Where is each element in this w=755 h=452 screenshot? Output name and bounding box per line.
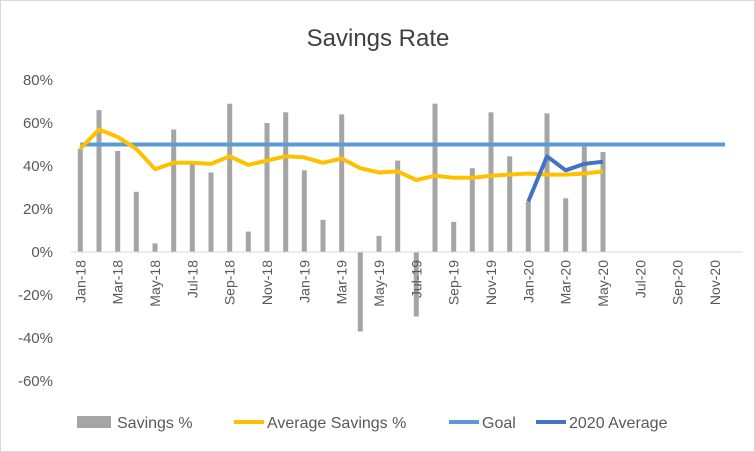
y-tick-label: 80% (23, 72, 53, 89)
legend-label-savings: Savings % (117, 415, 193, 432)
bar (469, 168, 475, 253)
bar (451, 221, 457, 252)
y-tick-label: 40% (23, 158, 53, 175)
bar (301, 170, 307, 252)
bar (507, 156, 513, 252)
bar (77, 148, 83, 252)
y-tick-label: 60% (23, 115, 53, 132)
x-tick-label: Nov-19 (483, 260, 499, 305)
bar (339, 114, 345, 253)
y-tick-label: -40% (18, 330, 53, 347)
bar (320, 219, 326, 253)
bar (357, 252, 363, 332)
bar (189, 163, 195, 253)
bar (395, 160, 401, 252)
legend: Savings % Average Savings % Goal 2020 Avera… (77, 415, 668, 432)
bar (600, 152, 606, 252)
bar (264, 123, 270, 252)
x-tick-label: May-20 (595, 260, 611, 307)
bar (245, 231, 251, 252)
x-tick-label: Sep-18 (222, 260, 238, 305)
bar (581, 145, 587, 252)
legend-label-average-savings: Average Savings % (267, 415, 406, 432)
x-tick-label: Jul-19 (408, 260, 424, 298)
bar (544, 113, 550, 252)
x-tick-label: Mar-20 (558, 260, 574, 305)
x-tick-label: Sep-20 (670, 260, 686, 305)
x-tick-label: Jan-18 (72, 260, 88, 303)
bar-series-savings (77, 103, 606, 332)
x-axis: Jan-18 Mar-18 May-18 Jul-18 Sep-18 Nov-18 Jan-… (71, 251, 743, 307)
bar (376, 235, 382, 252)
bar (413, 252, 419, 317)
bar (133, 191, 139, 252)
bar (525, 201, 531, 252)
chart-title: Savings Rate (307, 25, 450, 52)
y-tick-label: -60% (18, 373, 53, 390)
x-tick-label: Jan-20 (520, 260, 536, 303)
legend-swatch-savings (77, 416, 111, 428)
bar (96, 110, 102, 252)
bar (152, 243, 158, 252)
x-tick-label: Nov-18 (259, 260, 275, 305)
x-tick-label: Jan-19 (296, 260, 312, 303)
y-tick-label: 0% (31, 244, 53, 261)
legend-label-goal: Goal (482, 415, 516, 432)
bar (227, 103, 233, 253)
bar (432, 103, 438, 253)
line-series-group (78, 127, 725, 203)
bar (208, 172, 214, 253)
bar (488, 112, 494, 253)
x-tick-label: Mar-18 (110, 260, 126, 305)
x-tick-label: May-18 (147, 260, 163, 307)
x-tick-label: May-19 (371, 260, 387, 307)
bar (115, 151, 121, 253)
x-tick-label: Jul-20 (632, 260, 648, 298)
y-axis: 80% 60% 40% 20% 0% -20% -40% -60% (18, 72, 53, 390)
bar (563, 198, 569, 253)
x-tick-label: Jul-18 (184, 260, 200, 298)
x-tick-label: Nov-20 (707, 260, 723, 305)
bar (171, 129, 177, 253)
x-tick-label: Sep-19 (446, 260, 462, 305)
legend-label-2020-average: 2020 Average (569, 415, 668, 432)
bar (283, 112, 289, 253)
line-average-savings (78, 127, 604, 182)
y-tick-label: -20% (18, 287, 53, 304)
y-tick-label: 20% (23, 201, 53, 218)
x-tick-label: Mar-19 (334, 260, 350, 305)
line-2020-average (526, 154, 604, 203)
